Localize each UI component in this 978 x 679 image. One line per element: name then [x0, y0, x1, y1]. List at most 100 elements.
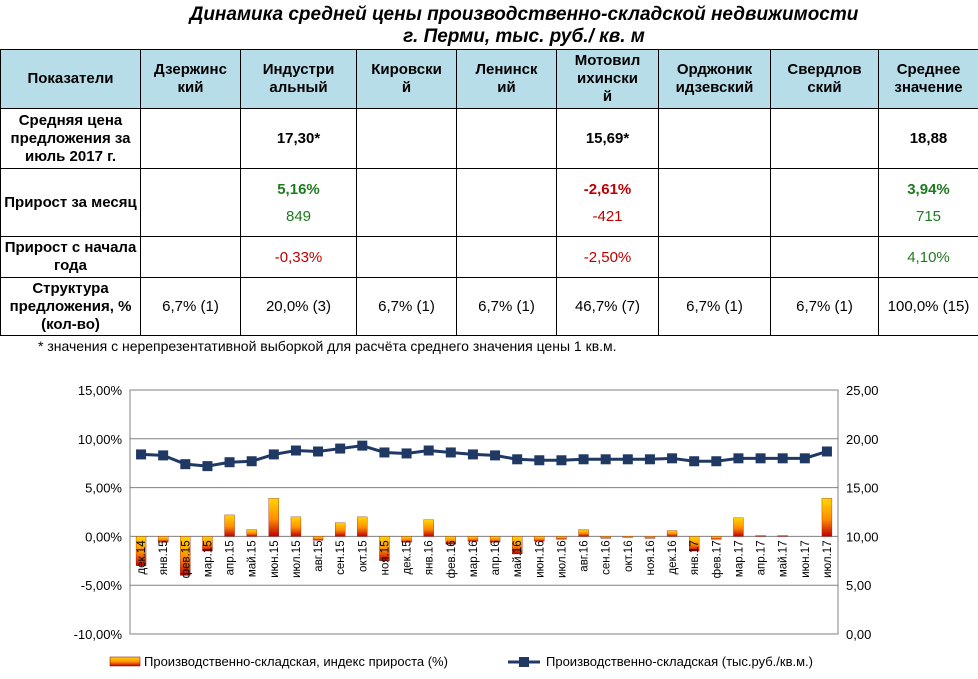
- y-right-tick-label: 10,00: [846, 529, 879, 544]
- bar: [224, 514, 235, 537]
- x-tick-label: янв.16: [424, 540, 436, 575]
- y-left-tick-label: 0,00%: [85, 529, 122, 544]
- cell: -0,33%: [240, 236, 357, 278]
- cell: [658, 108, 771, 169]
- bar: [733, 517, 744, 537]
- cell: 100,0% (15): [878, 277, 978, 336]
- x-tick-label: окт.16: [623, 540, 635, 572]
- x-tick-label: фев.17: [711, 540, 723, 578]
- x-tick-label: мар.16: [468, 540, 480, 577]
- price-marker: [755, 453, 766, 464]
- cell: [770, 108, 879, 169]
- x-tick-label: июл.17: [822, 540, 834, 578]
- cell: [356, 168, 457, 237]
- header-cell: Среднее значение: [878, 49, 978, 109]
- price-marker: [158, 450, 169, 461]
- x-tick-label: июн.15: [269, 540, 281, 577]
- header-cell: Дзержинс кий: [140, 49, 241, 109]
- x-tick-label: фев.15: [180, 540, 192, 578]
- month-pct: 5,16%: [277, 180, 320, 198]
- y-left-tick-label: -5,00%: [81, 578, 123, 593]
- bar: [666, 530, 678, 537]
- legend-label-bars: Производственно-складская, индекс прирос…: [144, 654, 448, 669]
- summary-table: Показатели Дзержинс кий Индустри альный Ки…: [0, 49, 978, 336]
- cell: 6,7% (1): [456, 277, 557, 336]
- price-marker: [821, 446, 832, 457]
- y-left-tick-label: 5,00%: [85, 481, 122, 496]
- bar: [489, 536, 501, 543]
- price-marker: [733, 453, 744, 464]
- bar: [335, 522, 346, 537]
- cell: [456, 168, 557, 237]
- price-marker: [578, 454, 589, 465]
- y-right-tick-label: 0,00: [846, 627, 871, 642]
- x-tick-label: апр.15: [225, 540, 237, 575]
- x-tick-label: янв.15: [158, 540, 170, 575]
- title-line-1: Динамика средней цены производственно-ск…: [189, 4, 859, 25]
- price-marker: [622, 454, 633, 465]
- cell: 15,69*: [556, 108, 659, 169]
- bar: [290, 516, 302, 537]
- month-abs: 849: [285, 207, 312, 225]
- cell: [658, 236, 771, 278]
- x-tick-label: июл.15: [291, 540, 303, 578]
- x-tick-label: мар.15: [202, 540, 214, 577]
- cell: 4,10%: [878, 236, 978, 278]
- price-marker: [313, 446, 324, 457]
- x-tick-label: ноя.16: [645, 540, 657, 575]
- price-marker: [490, 450, 501, 461]
- bar: [711, 536, 722, 540]
- bar: [401, 536, 412, 543]
- price-line: [140, 444, 828, 468]
- price-marker: [467, 449, 478, 460]
- y-left-tick-label: -10,00%: [74, 627, 123, 642]
- price-dynamics-chart: -10,00% -5,00% 0,00% 5,00% 10,00% 15,00% 0,00 5…: [74, 383, 879, 669]
- x-tick-label: дек.16: [667, 540, 679, 574]
- bar: [312, 536, 324, 541]
- price-marker: [644, 454, 655, 465]
- cell: 6,7% (1): [658, 277, 771, 336]
- x-tick-label: дек.15: [402, 540, 414, 574]
- plot-area: [129, 389, 839, 635]
- cell: 18,88: [878, 108, 978, 169]
- y-right-tick-label: 15,00: [846, 481, 879, 496]
- bar: [644, 536, 656, 539]
- row-label: Структура предложения, % (кол-во): [0, 277, 141, 336]
- bar: [622, 536, 633, 538]
- price-marker: [357, 440, 368, 451]
- header-cell: Кировски й: [356, 49, 457, 109]
- row-structure: Структура предложения, % (кол-во) 6,7% (…: [0, 277, 978, 336]
- cell: 6,7% (1): [770, 277, 879, 336]
- cell: 6,7% (1): [140, 277, 241, 336]
- row-label: Прирост за месяц: [0, 168, 141, 237]
- cell: [140, 236, 241, 278]
- title-line-2: г. Перми, тыс. руб./ кв. м: [403, 26, 645, 47]
- bar: [423, 519, 434, 537]
- bar: [600, 536, 611, 539]
- price-marker: [423, 445, 434, 456]
- x-tick-label: фев.16: [446, 540, 458, 578]
- price-marker: [379, 447, 390, 458]
- cell: 6,7% (1): [356, 277, 457, 336]
- cell: 3,94% 715: [878, 168, 978, 237]
- cell: [140, 108, 241, 169]
- x-tick-label: июн.16: [534, 540, 546, 577]
- bar: [512, 536, 523, 555]
- bar: [777, 535, 788, 537]
- bar: [357, 516, 368, 537]
- header-cell: Орджоник идзевский: [658, 49, 771, 109]
- bar: [246, 529, 257, 537]
- x-tick-label: дек.14: [136, 540, 148, 575]
- x-tick-label: июн.17: [800, 540, 812, 577]
- cell: [456, 108, 557, 169]
- row-month: Прирост за месяц 5,16% 849 -2,61% -421 3,9…: [0, 168, 978, 237]
- price-marker: [512, 454, 523, 465]
- price-marker: [290, 445, 301, 456]
- cell: [770, 236, 879, 278]
- price-marker: [401, 448, 412, 459]
- x-tick-label: сен.16: [601, 540, 613, 574]
- y-right-tick-label: 20,00: [846, 432, 879, 447]
- cell: [658, 168, 771, 237]
- row-price: Средняя цена предложения за июль 2017 г.…: [0, 108, 978, 169]
- x-tick-label: окт.15: [357, 540, 369, 572]
